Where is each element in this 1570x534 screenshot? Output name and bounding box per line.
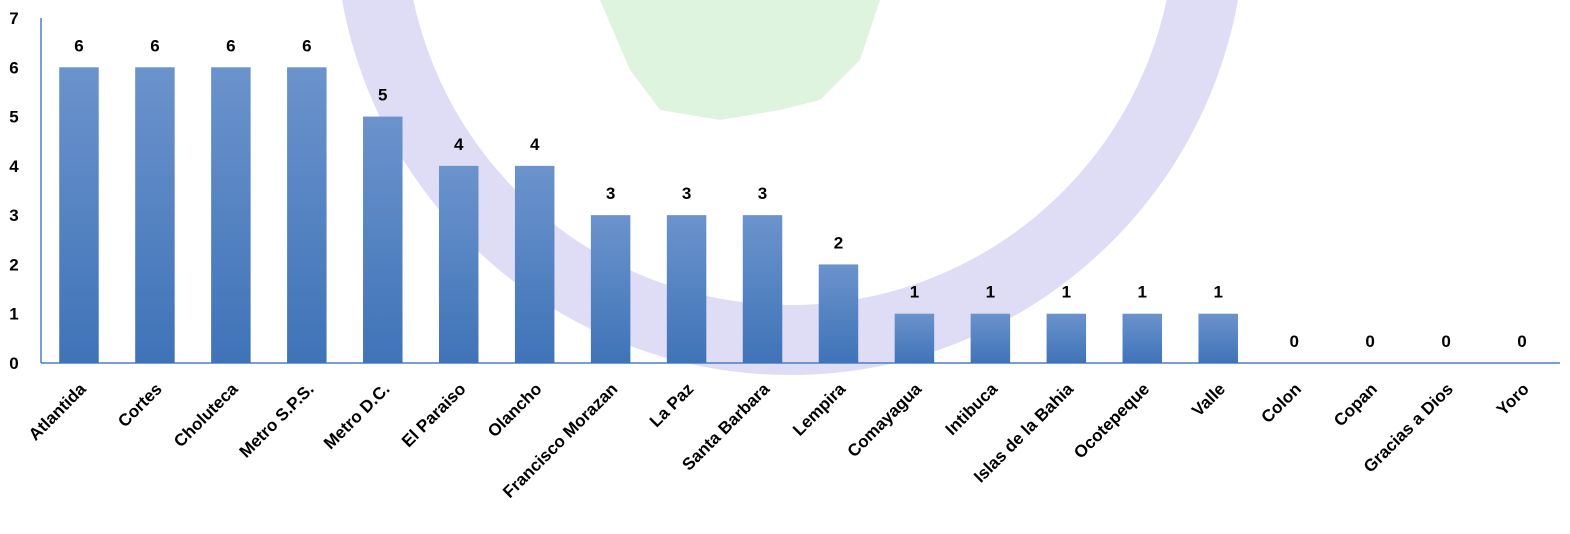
data-labels: 6 6 6 6 5 4 4 3 3 3 2 1 1 1 1 1 0 0 0 0 (74, 36, 1527, 351)
data-label: 5 (378, 86, 387, 105)
x-tick-label: Valle (1188, 379, 1229, 420)
data-label: 3 (758, 184, 767, 203)
data-label: 1 (910, 283, 919, 302)
data-label: 2 (834, 233, 843, 252)
bar (363, 116, 403, 363)
watermark-map-shape (600, 0, 880, 120)
x-tick-label: Yoro (1493, 379, 1533, 419)
data-label: 3 (606, 184, 615, 203)
watermark-ring (342, 0, 1238, 375)
x-tick-label: Choluteca (170, 379, 242, 451)
x-tick-label: Lempira (789, 379, 850, 440)
bar (970, 313, 1011, 363)
bar (135, 67, 175, 364)
y-tick-labels: 0 1 2 3 4 5 6 7 (9, 9, 19, 373)
bar (1198, 313, 1238, 363)
y-tick-label: 5 (9, 108, 18, 127)
bar (438, 165, 479, 363)
data-label: 0 (1441, 332, 1450, 351)
y-tick-label: 4 (9, 157, 19, 176)
data-label: 1 (1213, 283, 1222, 302)
data-label: 6 (74, 36, 83, 55)
x-tick-label: Ocotepeque (1070, 379, 1153, 462)
y-tick-label: 0 (9, 354, 18, 373)
x-tick-label: Atlantida (25, 379, 90, 444)
bar (666, 215, 707, 363)
bar (818, 264, 859, 363)
x-tick-label: Colon (1258, 379, 1305, 426)
x-tick-label: Cortes (114, 379, 166, 431)
data-label: 1 (986, 283, 995, 302)
data-label: 6 (150, 36, 159, 55)
y-tick-label: 6 (9, 58, 18, 77)
data-label: 6 (226, 36, 235, 55)
x-tick-label: Copan (1330, 379, 1381, 430)
bar (742, 215, 783, 363)
data-label: 0 (1365, 332, 1374, 351)
x-tick-label: Metro S.P.S. (236, 379, 318, 461)
data-label: 1 (1062, 283, 1071, 302)
x-tick-label: Metro D.C. (320, 379, 394, 453)
data-label: 0 (1517, 332, 1526, 351)
data-label: 1 (1138, 283, 1147, 302)
x-tick-label: Olancho (484, 379, 546, 441)
y-tick-label: 7 (9, 9, 18, 28)
bar (894, 313, 935, 363)
data-label: 4 (454, 135, 464, 154)
bars (59, 67, 1238, 364)
x-tick-label: La Paz (646, 379, 698, 431)
x-tick-label: Intibuca (942, 379, 1002, 439)
bar (1046, 313, 1087, 363)
bar (514, 165, 555, 363)
bar (287, 67, 327, 364)
x-tick-label: Comayagua (844, 379, 926, 461)
data-label: 4 (530, 135, 540, 154)
bar (211, 67, 251, 364)
data-label: 3 (682, 184, 691, 203)
bar (59, 67, 99, 364)
data-label: 6 (302, 36, 311, 55)
bar (590, 215, 631, 363)
y-tick-label: 2 (9, 255, 18, 274)
y-tick-label: 3 (9, 206, 18, 225)
bar (1122, 313, 1163, 363)
y-tick-label: 1 (9, 305, 18, 324)
data-label: 0 (1289, 332, 1298, 351)
x-tick-label: El Paraiso (398, 379, 470, 451)
watermark-seal (342, 0, 1238, 375)
